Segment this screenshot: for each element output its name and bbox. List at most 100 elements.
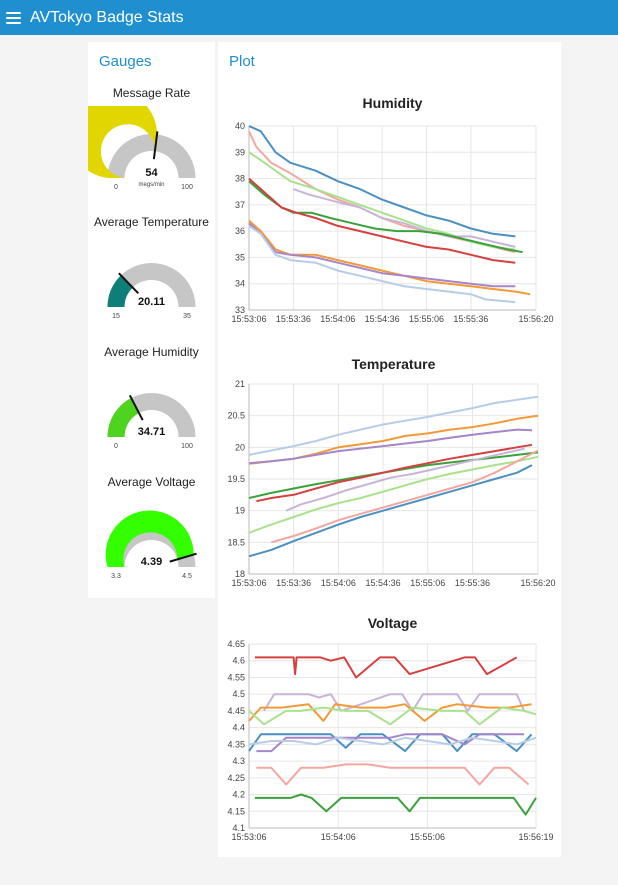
y-tick-label: 40 <box>235 121 245 131</box>
gauge-needle <box>128 394 144 421</box>
y-tick-label: 38 <box>235 174 245 184</box>
chart-title: Voltage <box>368 615 418 631</box>
gauge-needle <box>152 131 159 160</box>
gauge-needle <box>118 272 140 295</box>
series-line <box>263 693 526 712</box>
series-line <box>285 447 525 512</box>
y-tick-label: 18 <box>235 569 245 579</box>
y-tick-label: 4.65 <box>227 639 245 649</box>
series-line <box>248 125 516 238</box>
chart-title: Humidity <box>363 95 423 111</box>
y-tick-label: 21 <box>235 379 245 389</box>
series-line <box>271 449 539 544</box>
gauge-max-label: 35 <box>183 313 191 320</box>
gauge-title: Average Voltage <box>107 475 196 489</box>
series-line <box>254 656 518 679</box>
top-bar: AVTokyo Badge Stats <box>0 0 618 35</box>
series-line <box>293 188 516 248</box>
series-line <box>248 222 516 288</box>
series-line <box>248 180 523 254</box>
series-line <box>248 177 516 264</box>
gauge-title: Message Rate <box>112 86 191 100</box>
x-tick-label: 15:55:36 <box>453 314 488 324</box>
gauge-needle <box>169 552 197 563</box>
gauge-max-label: 100 <box>181 184 193 191</box>
x-tick-label: 15:54:06 <box>321 578 356 588</box>
gauge-fill <box>107 397 140 437</box>
y-tick-label: 34 <box>235 279 245 289</box>
y-tick-label: 4.3 <box>232 756 245 766</box>
gauges-group: Gauges Message Rate 54 megs/min 0 100 Average… <box>88 42 215 598</box>
gauge-dial: 34.71 0 100 <box>107 393 196 450</box>
humidity-chart: Humidity 33 34 35 36 37 38 39 40 15:53:06 15:53:36… <box>231 95 553 324</box>
gauges-group-title: Gauges <box>99 53 152 70</box>
voltage-chart: Voltage 4.1 4.15 4.2 4.25 4.3 4.35 4.4 4.45 4.5 4.… <box>227 615 553 842</box>
gauge-value: 34.71 <box>138 426 166 438</box>
series-line <box>248 225 516 304</box>
gauge-track <box>107 134 196 178</box>
gauge-value: 4.39 <box>141 556 162 568</box>
y-tick-label: 20.5 <box>227 411 245 421</box>
gauge-title: Average Humidity <box>104 345 199 359</box>
y-tick-label: 4.4 <box>232 723 245 733</box>
gauge-track <box>107 263 196 307</box>
gauge-min-label: 0 <box>114 184 118 191</box>
series-line <box>256 443 533 503</box>
gauge-dial: 4.39 3.3 4.5 <box>105 510 197 580</box>
x-tick-label: 15:54:36 <box>365 314 400 324</box>
y-tick-label: 19 <box>235 506 245 516</box>
y-tick-label: 33 <box>235 305 245 315</box>
x-tick-label: 15:53:06 <box>231 578 266 588</box>
gauge-fill <box>107 275 133 307</box>
y-tick-label: 4.45 <box>227 706 245 716</box>
y-tick-label: 4.6 <box>232 656 245 666</box>
y-tick-label: 4.5 <box>232 689 245 699</box>
y-tick-label: 4.25 <box>227 773 245 783</box>
app-title: AVTokyo Badge Stats <box>30 8 184 26</box>
y-tick-label: 18.5 <box>227 537 245 547</box>
y-tick-label: 37 <box>235 200 245 210</box>
gauge-value: 54 <box>145 167 158 179</box>
gauge-dial: 54 megs/min 0 100 <box>88 106 196 191</box>
gauge-fill <box>105 510 194 567</box>
x-tick-label: 15:54:06 <box>320 314 355 324</box>
gauge-min-label: 15 <box>112 313 120 320</box>
x-tick-label: 15:56:19 <box>518 832 553 842</box>
gauge-value: 20.11 <box>138 296 165 308</box>
y-tick-label: 4.15 <box>227 806 245 816</box>
plot-group: Plot Humidity 33 34 35 36 37 38 39 40 15:53:06 15:… <box>218 42 561 857</box>
x-tick-label: 15:53:06 <box>231 314 266 324</box>
y-tick-label: 35 <box>235 252 245 262</box>
gauge-max-label: 4.5 <box>182 573 192 580</box>
series-line <box>248 395 539 456</box>
x-tick-label: 15:55:06 <box>410 578 445 588</box>
y-tick-label: 20 <box>235 442 245 452</box>
chart-title: Temperature <box>352 356 436 372</box>
gauge-title: Average Temperature <box>94 215 209 229</box>
x-tick-label: 15:55:36 <box>455 578 490 588</box>
gauge-min-label: 3.3 <box>111 573 121 580</box>
series-line <box>256 733 525 753</box>
y-tick-label: 19.5 <box>227 474 245 484</box>
series-line <box>248 736 537 746</box>
plot-group-title: Plot <box>229 53 255 70</box>
series-line <box>248 455 539 534</box>
y-tick-label: 39 <box>235 147 245 157</box>
y-tick-label: 4.1 <box>232 823 245 833</box>
x-tick-label: 15:53:36 <box>276 314 311 324</box>
y-tick-label: 4.55 <box>227 672 245 682</box>
series-line <box>256 763 530 786</box>
series-line <box>248 464 533 558</box>
y-tick-label: 4.35 <box>227 739 245 749</box>
series-line <box>254 793 537 816</box>
x-tick-label: 15:55:06 <box>409 314 444 324</box>
x-tick-label: 15:56:20 <box>518 314 553 324</box>
y-tick-label: 4.2 <box>232 790 245 800</box>
gauge-fill <box>88 106 158 178</box>
gauge-dial: 20.11 15 35 <box>107 263 196 320</box>
gauge-max-label: 100 <box>181 443 193 450</box>
x-tick-label: 15:54:36 <box>366 578 401 588</box>
x-tick-label: 15:55:06 <box>410 832 445 842</box>
series-line <box>248 428 533 465</box>
hamburger-menu-icon[interactable] <box>6 11 21 24</box>
